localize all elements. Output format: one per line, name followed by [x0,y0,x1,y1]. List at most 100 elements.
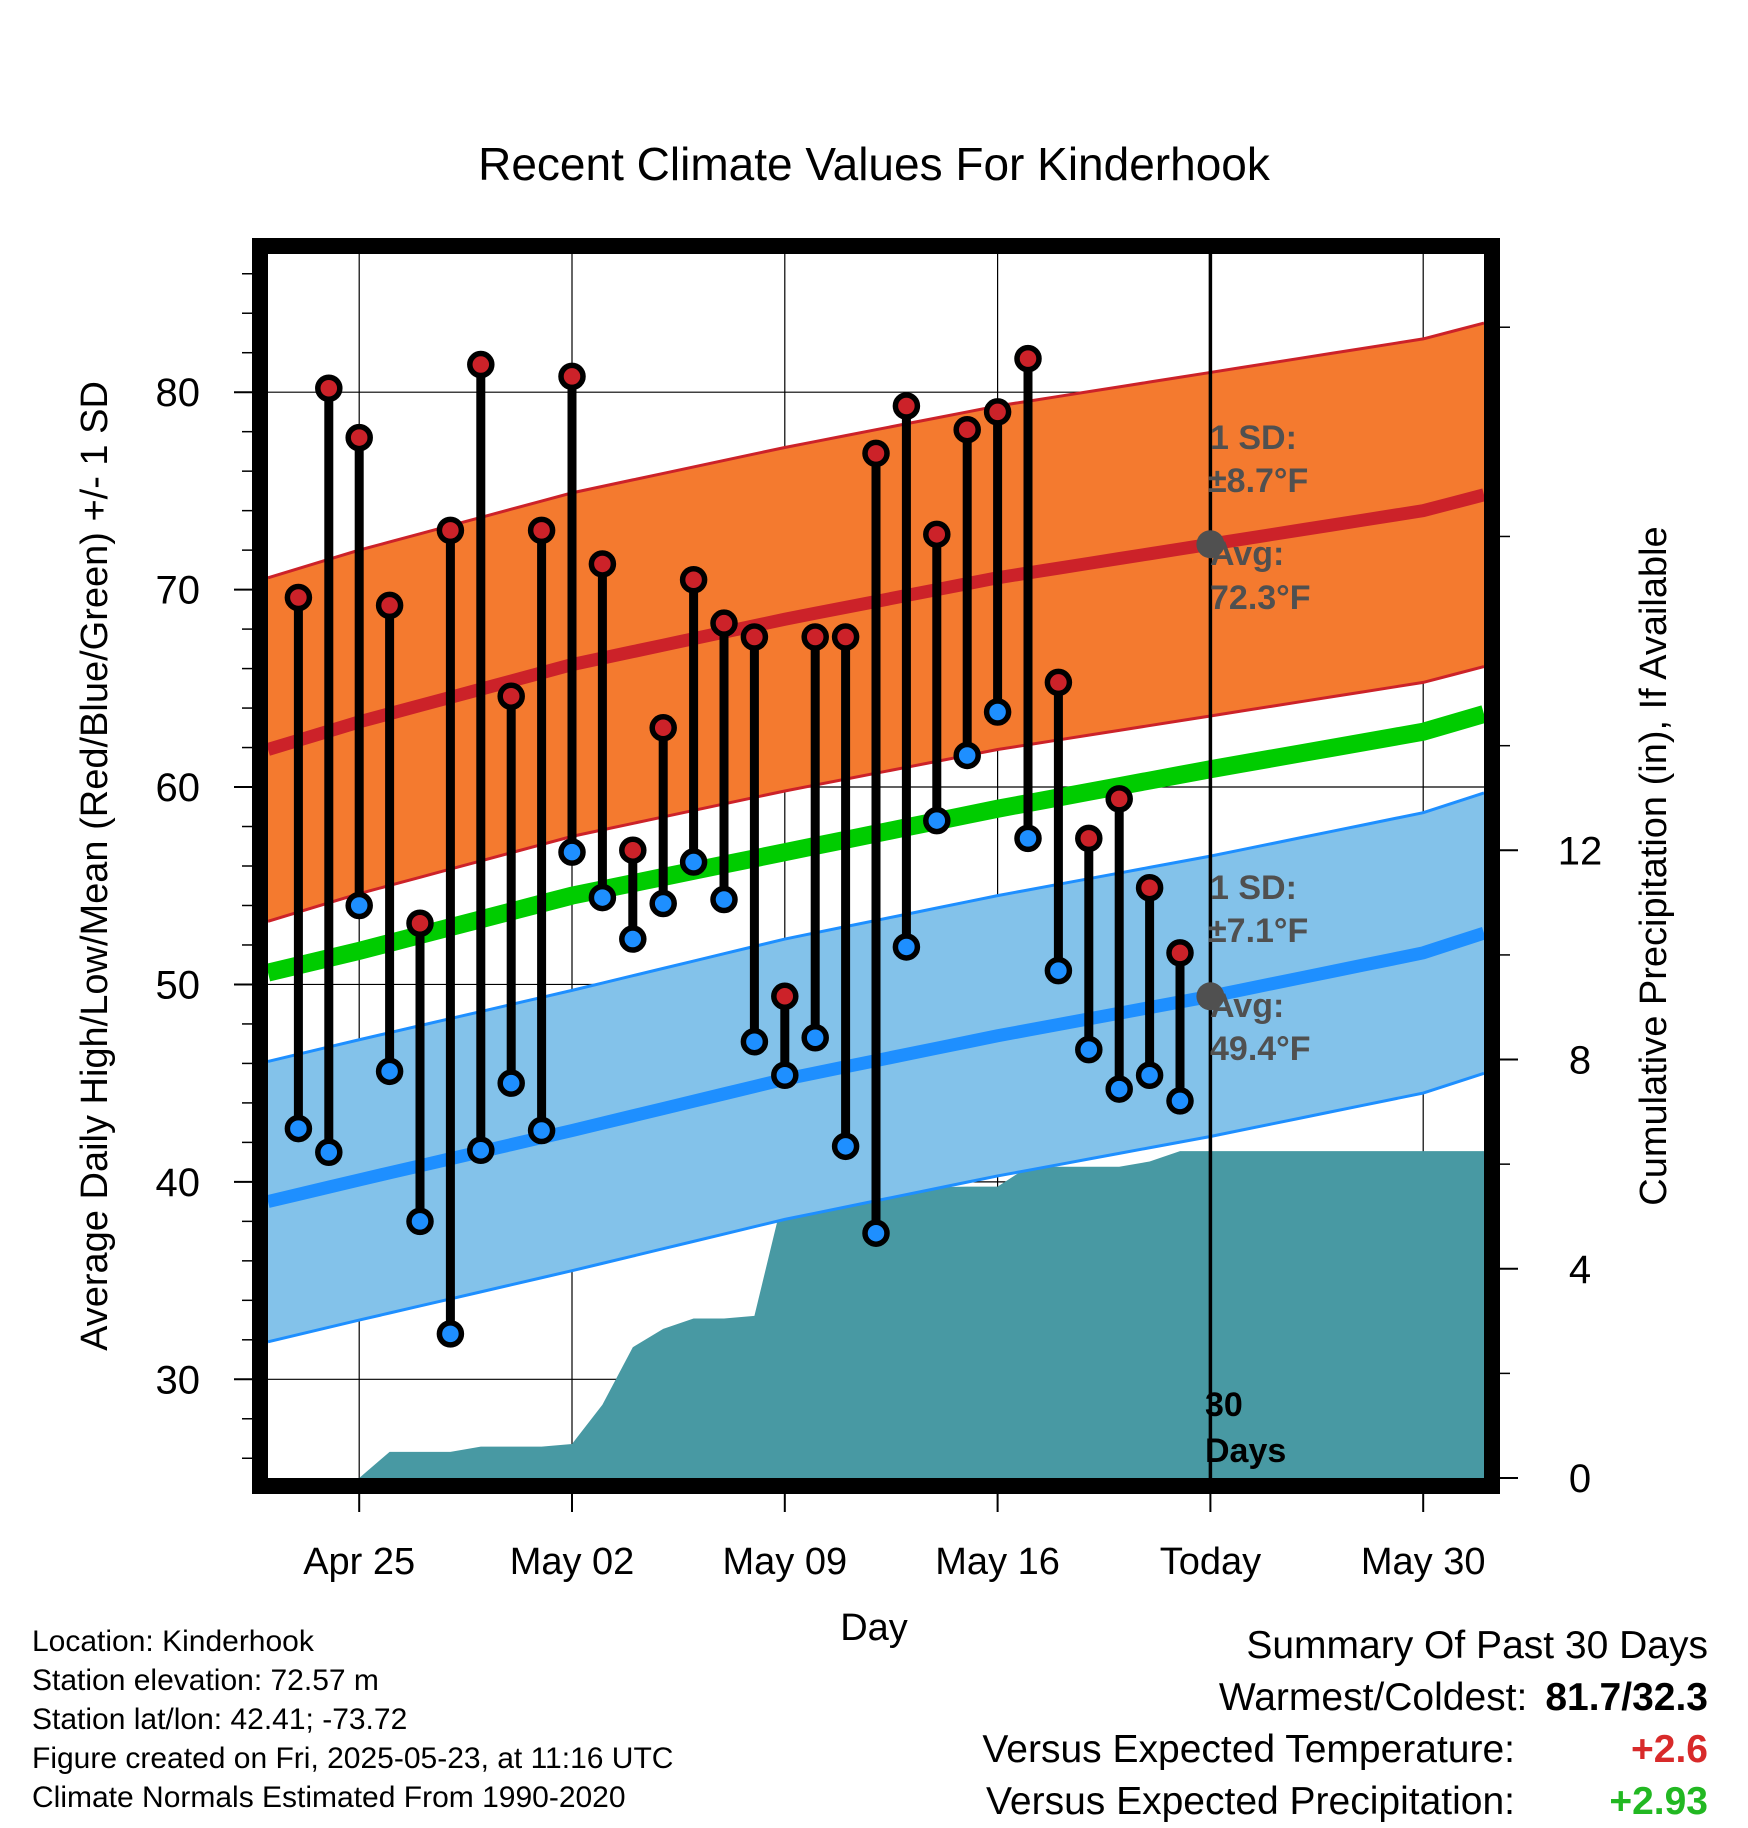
y-right-tick-label: 8 [1569,1039,1591,1083]
day-low-point [1135,1061,1164,1090]
day-high-point [679,565,708,594]
high-avg-value: 72.3°F [1210,579,1311,617]
day-high-point [831,623,860,651]
x-tick-label: May 09 [722,1541,847,1583]
day-low-point [1014,824,1042,853]
normals-text: Climate Normals Estimated From 1990-2020 [32,1781,626,1814]
day-high-point [558,362,586,391]
high-sd-value: ±8.7°F [1208,462,1308,500]
day-low-point [831,1132,860,1161]
day-low-point [345,891,373,920]
day-high-point [923,520,951,549]
y-tick-label: 30 [156,1358,201,1402]
day-low-point [923,806,951,835]
day-low-point [1075,1035,1103,1064]
day-high-point [467,350,495,379]
precip-value: +2.93 [1609,1780,1708,1823]
x-tick-label: May 16 [935,1541,1060,1583]
y-tick-label: 40 [156,1161,201,1205]
low-avg-value: 49.4°F [1210,1030,1311,1068]
location-text: Location: Kinderhook [32,1625,314,1658]
high-sd-label: 1 SD: [1210,419,1297,457]
day-high-point [619,836,647,864]
x-tick-label: Today [1160,1541,1261,1583]
day-low-point [892,933,921,961]
day-high-point [983,398,1012,426]
day-low-point [649,889,677,918]
day-low-point [1166,1087,1194,1115]
day-high-point [345,423,373,452]
precipitation-series [359,1151,1485,1478]
latlon-text: Station lat/lon: 42.41; -73.72 [32,1703,408,1736]
day-low-point [375,1057,404,1086]
day-high-point [649,714,677,742]
day-low-point [679,848,708,876]
day-high-point [953,415,981,444]
warmest-value: 81.7/32.3 [1545,1676,1708,1719]
plot-area: 1 SD: ±8.7°F Avg: 72.3°F 1 SD: ±7.1°F Av… [252,238,1500,1494]
low-sd-label: 1 SD: [1210,869,1297,907]
y-tick-label: 60 [156,766,201,810]
low-average-marker [1196,982,1225,1011]
day-high-point [588,550,617,578]
x-tick-label: May 02 [510,1541,635,1583]
left-axis: 30 40 50 60 70 80 [156,272,252,1460]
x-axis-label: Day [840,1607,908,1649]
day-low-point [710,885,738,914]
day-low-point [588,883,617,912]
day-low-point [953,741,981,770]
day-high-point [406,909,434,938]
day-low-point [284,1114,313,1143]
today-days-number: 30 [1205,1386,1243,1424]
low-sd-value: ±7.1°F [1208,912,1308,950]
chart-title: Recent Climate Values For Kinderhook [478,138,1271,190]
day-high-point [375,591,404,620]
day-high-point [1135,873,1164,902]
elevation-text: Station elevation: 72.57 m [32,1664,379,1697]
day-high-point [497,682,525,710]
y-axis-label: Average Daily High/Low/Mean (Red/Blue/Gr… [74,381,116,1351]
precip-label: Versus Expected Precipitation: [986,1780,1515,1823]
station-info: Location: Kinderhook Station elevation: … [32,1622,673,1817]
day-low-point [497,1069,525,1097]
summary-title: Summary Of Past 30 Days [1246,1624,1708,1667]
day-high-point [1014,344,1042,373]
day-high-point [710,609,738,637]
day-low-point [467,1136,495,1165]
day-high-point [740,623,769,651]
x-tick-label: Apr 25 [303,1541,415,1583]
day-high-point [284,583,313,612]
day-high-point [771,982,799,1011]
day-high-point [1105,785,1133,813]
y-tick-label: 50 [156,963,201,1007]
day-high-point [436,516,465,545]
high-band-upper-edge [267,321,1485,580]
normal-annotations: 1 SD: ±8.7°F Avg: 72.3°F 1 SD: ±7.1°F Av… [1205,419,1311,1470]
plot-frame [252,238,1500,1494]
day-high-point [862,439,890,468]
day-high-point [527,516,556,545]
temp-label: Versus Expected Temperature: [982,1728,1515,1771]
normal-average-markers [1196,530,1225,1011]
right-axis: 0 4 8 12 [1500,326,1602,1501]
high-average-marker [1196,530,1225,559]
x-tick-label: May 30 [1361,1541,1486,1583]
y-tick-label: 80 [156,371,201,415]
day-low-point [740,1027,769,1056]
summary-temp-row: Versus Expected Temperature: +2.6 [982,1724,1708,1776]
summary-precip-row: Versus Expected Precipitation: +2.93 [982,1776,1708,1828]
day-high-point [315,374,343,402]
day-low-point [1105,1075,1133,1103]
y-axis-right-label: Cumulative Precipitation (in), If Availa… [1633,526,1675,1205]
day-high-point [1075,824,1103,853]
day-low-point [406,1207,434,1236]
precip-area [359,1151,1485,1478]
day-low-point [1044,956,1073,985]
day-high-point [801,623,829,651]
day-low-point [983,698,1012,726]
today-days-label: Days [1205,1432,1286,1470]
warmest-label: Warmest/Coldest: [1218,1676,1528,1719]
y-tick-label: 70 [156,569,201,613]
day-high-point [1166,939,1194,967]
y-right-tick-label: 4 [1569,1248,1591,1292]
